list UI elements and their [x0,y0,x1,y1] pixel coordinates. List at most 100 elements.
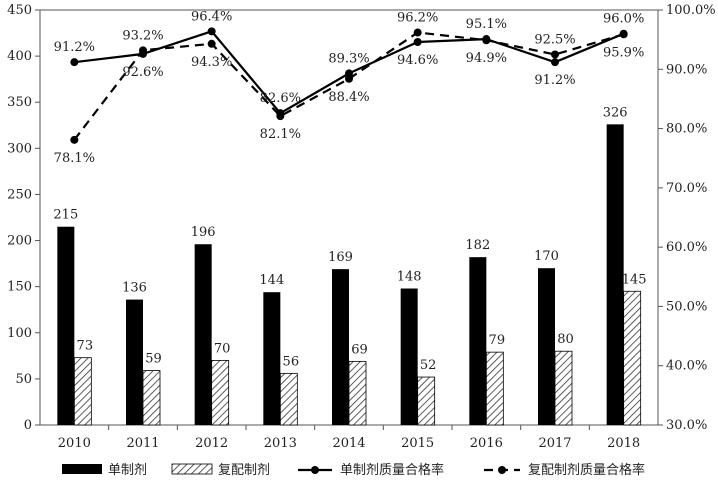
right-axis-tick-label: 50.0% [666,299,707,314]
line-value-label: 94.9% [466,51,507,66]
legend-marker-compound-rate [498,466,506,474]
line-value-label: 89.3% [328,51,369,66]
line-point-compound-2016 [482,36,491,45]
bar-value-label: 73 [77,339,94,354]
right-axis-tick-label: 80.0% [666,122,707,137]
bar-compound-2010 [73,357,92,426]
bar-single-2011 [126,299,143,425]
line-point-compound-2014 [345,74,353,83]
bar-compound-2015 [417,376,436,426]
line-point-single-2012 [207,27,216,36]
line-value-label: 92.5% [534,32,575,47]
left-axis-tick-label: 200 [7,234,32,249]
bar-value-label: 148 [397,270,422,285]
line-value-label: 78.1% [54,151,95,166]
x-axis-tick-label: 2017 [538,436,571,451]
line-point-compound-2018 [619,30,628,39]
bar-single-2016 [469,257,487,425]
bar-single-2017 [538,268,555,425]
line-point-compound-2017 [551,50,559,59]
line-compound-rate [73,31,625,141]
legend-swatch-single [62,464,102,474]
line-point-compound-2010 [70,135,79,144]
bar-compound-2014 [348,360,367,426]
left-axis-tick-label: 250 [7,187,32,202]
left-axis-tick-label: 450 [7,3,32,18]
right-axis-tick-label: 30.0% [666,418,707,433]
bar-value-label: 136 [122,281,147,296]
x-axis-tick-label: 2010 [58,436,91,451]
bar-value-label: 182 [465,238,490,253]
bars [57,124,642,426]
line-value-label: 82.6% [260,91,301,106]
bar-value-label: 215 [53,208,78,223]
line-point-single-2015 [413,38,422,47]
bar-value-label: 170 [534,249,559,264]
bar-compound-2011 [142,370,161,426]
legend-label-single-rate: 单制剂质量合格率 [340,462,444,478]
left-axis-tick-label: 350 [7,95,32,110]
legend-swatch-compound [171,463,213,475]
x-axis-tick-label: 2015 [401,436,434,451]
left-axis-tick-label: 150 [7,280,32,295]
left-axis-tick-label: 100 [7,326,32,341]
bar-single-2015 [400,288,418,425]
line-point-single-2017 [551,58,559,67]
legend-label-single: 单制剂 [108,463,147,478]
legend-label-compound: 复配制剂 [218,463,270,478]
legend-label-compound-rate: 复配制剂质量合格率 [528,462,645,478]
right-axis-tick-label: 40.0% [666,359,707,374]
line-value-label: 96.0% [603,12,644,27]
line-value-label: 82.1% [260,127,301,142]
legend-marker-single-rate [311,466,319,474]
bar-single-2018 [606,124,624,425]
line-value-label: 95.9% [603,45,644,60]
bar-value-label: 169 [328,250,353,265]
line-point-compound-2015 [413,28,422,37]
left-axis-tick-label: 50 [15,372,32,387]
bar-value-label: 59 [145,352,162,367]
bar-compound-2018 [623,290,642,426]
bar-single-2014 [332,269,349,425]
right-axis-tick-label: 70.0% [666,181,707,196]
right-axis-tick-label: 90.0% [666,62,707,77]
line-point-compound-2013 [276,112,285,121]
bar-compound-2016 [485,351,504,426]
left-axis-tick-label: 300 [7,141,32,156]
bar-value-label: 79 [489,333,506,348]
x-axis-tick-label: 2014 [332,436,365,451]
line-value-label: 91.2% [534,73,575,88]
x-axis-tick-label: 2016 [470,436,503,451]
line-point-compound-2011 [139,46,147,55]
line-value-label: 96.4% [191,9,232,24]
x-axis-tick-label: 2018 [607,436,640,451]
bar-value-label: 69 [351,342,368,357]
left-axis-tick-label: 0 [24,418,32,433]
line-value-label: 93.2% [122,28,163,43]
lines [70,27,628,144]
data-labels: 215 136 196 144 169 148 182 170 326 73 59 70 56 69 52 7… [53,9,646,373]
line-value-label: 91.2% [54,40,95,55]
bar-value-label: 196 [191,225,216,240]
bar-value-label: 70 [214,341,231,356]
line-point-single-2010 [70,58,79,67]
x-axis-tick-label: 2013 [264,436,297,451]
line-value-label: 94.3% [191,55,232,70]
bar-value-label: 80 [557,332,574,347]
legend: 单制剂 复配制剂 单制剂质量合格率 复配制剂质量合格率 [62,462,645,478]
bar-single-2012 [194,244,212,425]
line-value-label: 92.6% [122,65,163,80]
axes: 0 50 100 150 200 250 300 350 400 450 30.0% 40.0% 50.… [7,3,715,451]
bar-compound-2013 [279,372,298,426]
bar-value-label: 145 [622,272,647,287]
x-axis-tick-label: 2012 [195,436,228,451]
line-point-compound-2012 [207,39,216,48]
bar-compound-2017 [554,350,573,426]
bar-single-2010 [57,226,75,425]
bar-value-label: 144 [259,273,284,288]
line-value-label: 94.6% [397,53,438,68]
line-value-label: 95.1% [466,17,507,32]
line-value-label: 96.2% [397,11,438,26]
x-axis-tick-label: 2011 [126,436,159,451]
